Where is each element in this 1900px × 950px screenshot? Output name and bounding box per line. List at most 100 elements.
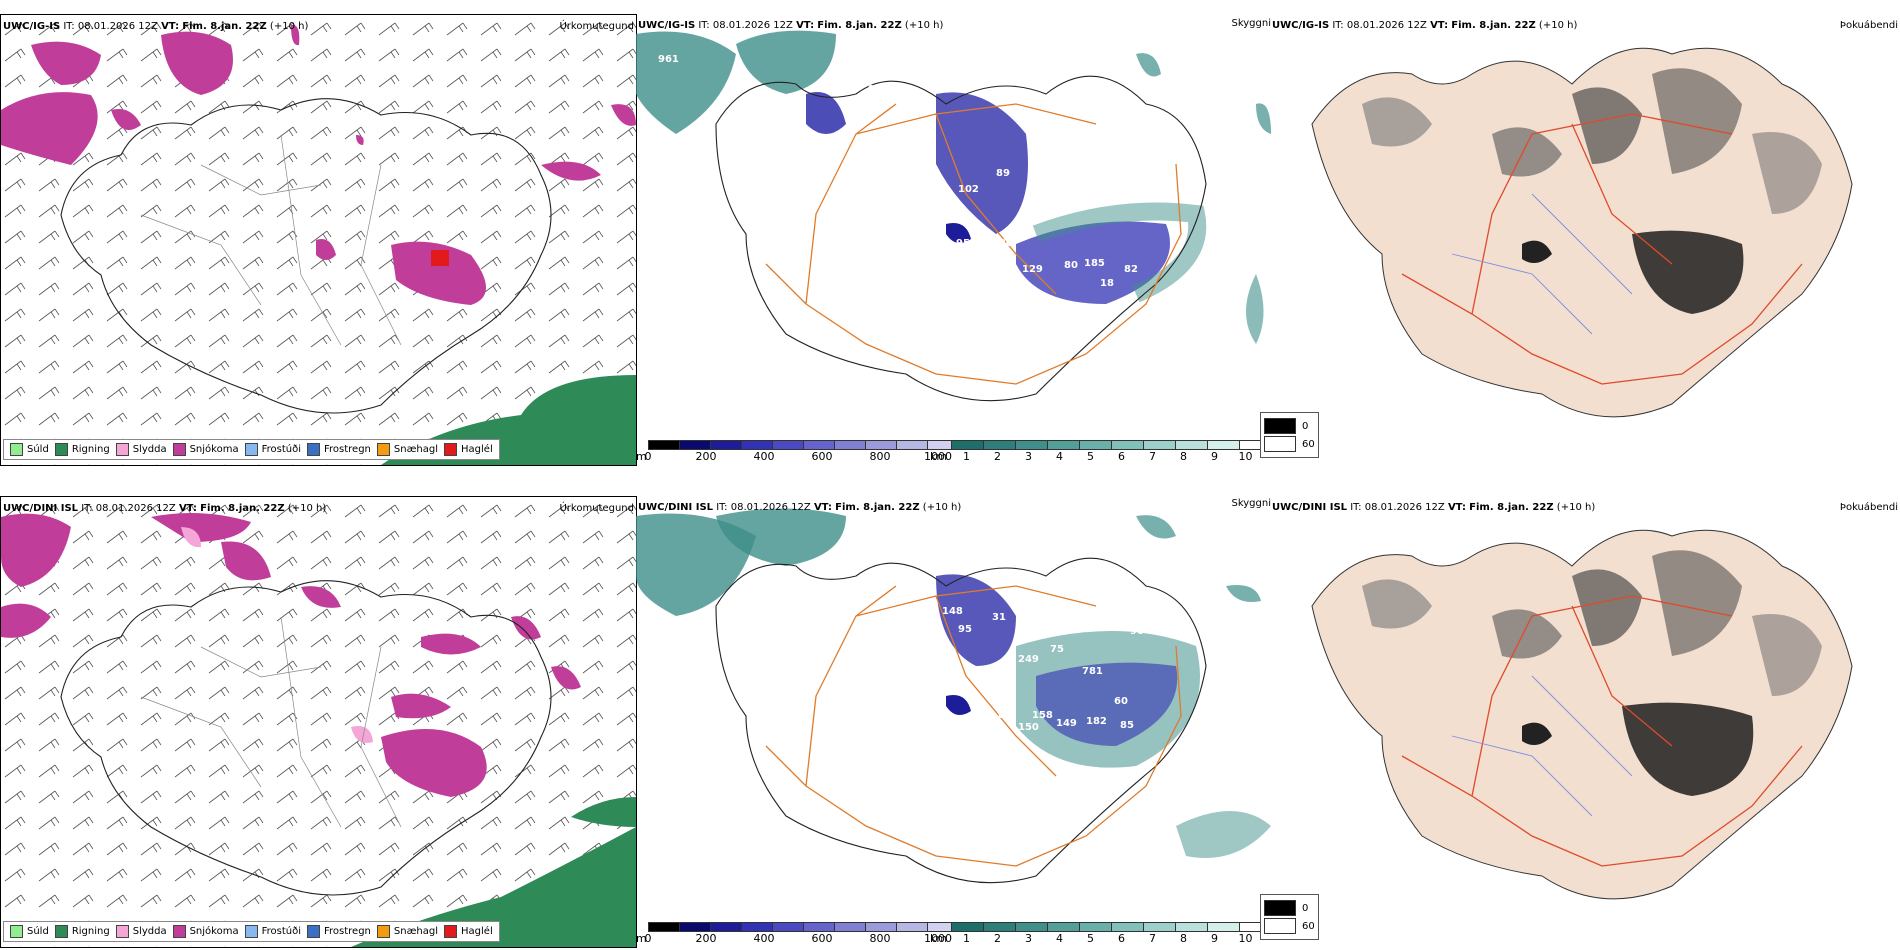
colorbar-segment xyxy=(680,440,711,450)
colorbar-tick: 1000 xyxy=(924,932,952,945)
colorbar-segment xyxy=(711,440,742,450)
legend-item: Rigning xyxy=(54,443,110,456)
colorbar-tick: 600 xyxy=(811,932,833,945)
vis-label: 89 xyxy=(1156,618,1170,629)
colorbar-tick: 9 xyxy=(1211,932,1218,945)
colorbar-segment xyxy=(804,922,835,932)
colorbar-segment xyxy=(773,440,804,450)
visibility-title-top: Skyggni xyxy=(1231,18,1271,29)
colorbar-tick: 1 xyxy=(963,932,970,945)
fog-map-bottom xyxy=(1311,529,1853,900)
fog-panel-bottom: UWC/DINI ISL IT: 08.01.2026 12Z VT: Fim.… xyxy=(1260,496,1900,946)
colorbar-tick: 600 xyxy=(811,450,833,463)
colorbar-segment xyxy=(1080,440,1112,450)
colorbar-segment xyxy=(1176,440,1208,450)
legend-item: Frostúði xyxy=(244,443,301,456)
colorbar-segment xyxy=(1112,440,1144,450)
fog-legend-swatch xyxy=(1264,918,1296,934)
visibility-km-unit-bottom: km xyxy=(930,932,948,945)
colorbar-tick: 8 xyxy=(1180,932,1187,945)
vis-label: 158 xyxy=(1032,710,1053,721)
vis-label: 946 xyxy=(868,538,889,549)
precip-map-bottom xyxy=(1,497,636,947)
colorbar-tick: 2 xyxy=(994,932,1001,945)
visibility-values-bottom: 946 148 95 31 249 75 781 90 89 83 103 15… xyxy=(868,538,1170,733)
colorbar-tick: 4 xyxy=(1056,450,1063,463)
precip-map-top xyxy=(1,15,636,465)
colorbar-segment xyxy=(648,440,680,450)
vis-label: 89 xyxy=(996,168,1010,179)
colorbar-tick: 1000 xyxy=(924,450,952,463)
vis-label: 60 xyxy=(1114,696,1128,707)
colorbar-segment xyxy=(866,922,897,932)
precip-type-title-top: Úrkomutegund xyxy=(559,21,634,32)
legend-item: Haglél xyxy=(444,443,493,456)
colorbar-tick: 800 xyxy=(869,450,891,463)
vis-label: 330 xyxy=(992,238,1013,249)
panel-title-top-2: UWC/IG-IS IT: 08.01.2026 12Z VT: Fim. 8.… xyxy=(638,20,944,31)
panel-title-top: UWC/IG-IS IT: 08.01.2026 12Z VT: Fim. 8.… xyxy=(3,21,309,32)
fog-legend-bottom: 0 60 xyxy=(1260,894,1319,940)
legend-item: Snjókoma xyxy=(172,925,239,938)
colorbar-segment xyxy=(1016,440,1048,450)
vis-label: 148 xyxy=(942,606,963,617)
colorbar-tick: 200 xyxy=(695,450,717,463)
visibility-m-unit-bottom: m xyxy=(636,932,647,945)
vis-label: 149 xyxy=(1056,718,1077,729)
vis-label: 80 xyxy=(1064,260,1078,271)
vis-label: 150 xyxy=(1018,722,1039,733)
colorbar-tick: 2 xyxy=(994,450,1001,463)
precip-type-panel-bottom: UWC/DINI ISL IT: 08.01.2026 12Z VT: Fim.… xyxy=(0,496,637,948)
colorbar-segment xyxy=(1048,440,1080,450)
legend-swatch xyxy=(244,925,258,938)
colorbar-tick: 400 xyxy=(753,450,775,463)
colorbar-segment xyxy=(648,922,680,932)
legend-swatch xyxy=(376,925,390,938)
fog-legend-swatch xyxy=(1264,418,1296,434)
colorbar-segment xyxy=(1080,922,1112,932)
colorbar-tick: 200 xyxy=(695,932,717,945)
colorbar-tick: 5 xyxy=(1087,932,1094,945)
vis-label: 129 xyxy=(1022,264,1043,275)
fog-legend-item: 0 xyxy=(1264,418,1315,434)
legend-swatch xyxy=(115,443,129,456)
colorbar-tick: 6 xyxy=(1118,450,1125,463)
colorbar-segment xyxy=(1144,440,1176,450)
vis-label: 83 xyxy=(956,680,970,691)
visibility-m-unit-top: m xyxy=(636,450,647,463)
vis-label: 90 xyxy=(1130,626,1144,637)
fog-legend-item: 60 xyxy=(1264,918,1315,934)
colorbar-tick: 7 xyxy=(1149,450,1156,463)
fog-legend-swatch xyxy=(1264,436,1296,452)
colorbar-segment xyxy=(951,440,984,450)
vis-label: 182 xyxy=(1086,716,1107,727)
fog-legend-top: 0 60 xyxy=(1260,412,1319,458)
colorbar-tick: 8 xyxy=(1180,450,1187,463)
colorbar-segment xyxy=(1112,922,1144,932)
colorbar-segment xyxy=(1144,922,1176,932)
legend-item: Snjókoma xyxy=(172,443,239,456)
legend-swatch xyxy=(244,443,258,456)
precip-type-title-bottom: Úrkomutegund xyxy=(559,503,634,514)
legend-swatch xyxy=(307,925,320,938)
vis-label: 82 xyxy=(1124,264,1138,275)
visibility-m-colorbar-bottom xyxy=(648,922,959,932)
precip-legend-top: Súld Rigning Slydda Snjókoma Frostúði Fr… xyxy=(3,439,500,460)
precip-type-panel-top: UWC/IG-IS IT: 08.01.2026 12Z VT: Fim. 8.… xyxy=(0,14,637,466)
colorbar-segment xyxy=(1208,440,1240,450)
legend-swatch xyxy=(172,443,186,456)
visibility-map-bottom: 946 148 95 31 249 75 781 90 89 83 103 15… xyxy=(636,508,1271,884)
colorbar-segment xyxy=(835,922,866,932)
colorbar-segment xyxy=(742,440,773,450)
vis-label: 961 xyxy=(658,54,679,65)
colorbar-tick: 4 xyxy=(1056,932,1063,945)
colorbar-segment xyxy=(1208,922,1240,932)
vis-label: 91 xyxy=(748,118,762,129)
legend-swatch xyxy=(307,443,320,456)
colorbar-tick: 800 xyxy=(869,932,891,945)
vis-label: 95 xyxy=(958,624,972,635)
colorbar-tick: 6 xyxy=(1118,932,1125,945)
vis-label: 85 xyxy=(1120,720,1134,731)
legend-item: Súld xyxy=(10,925,49,938)
visibility-values-top: 961 965 91 89 102 86 95 330 129 80 185 8… xyxy=(658,54,1138,289)
